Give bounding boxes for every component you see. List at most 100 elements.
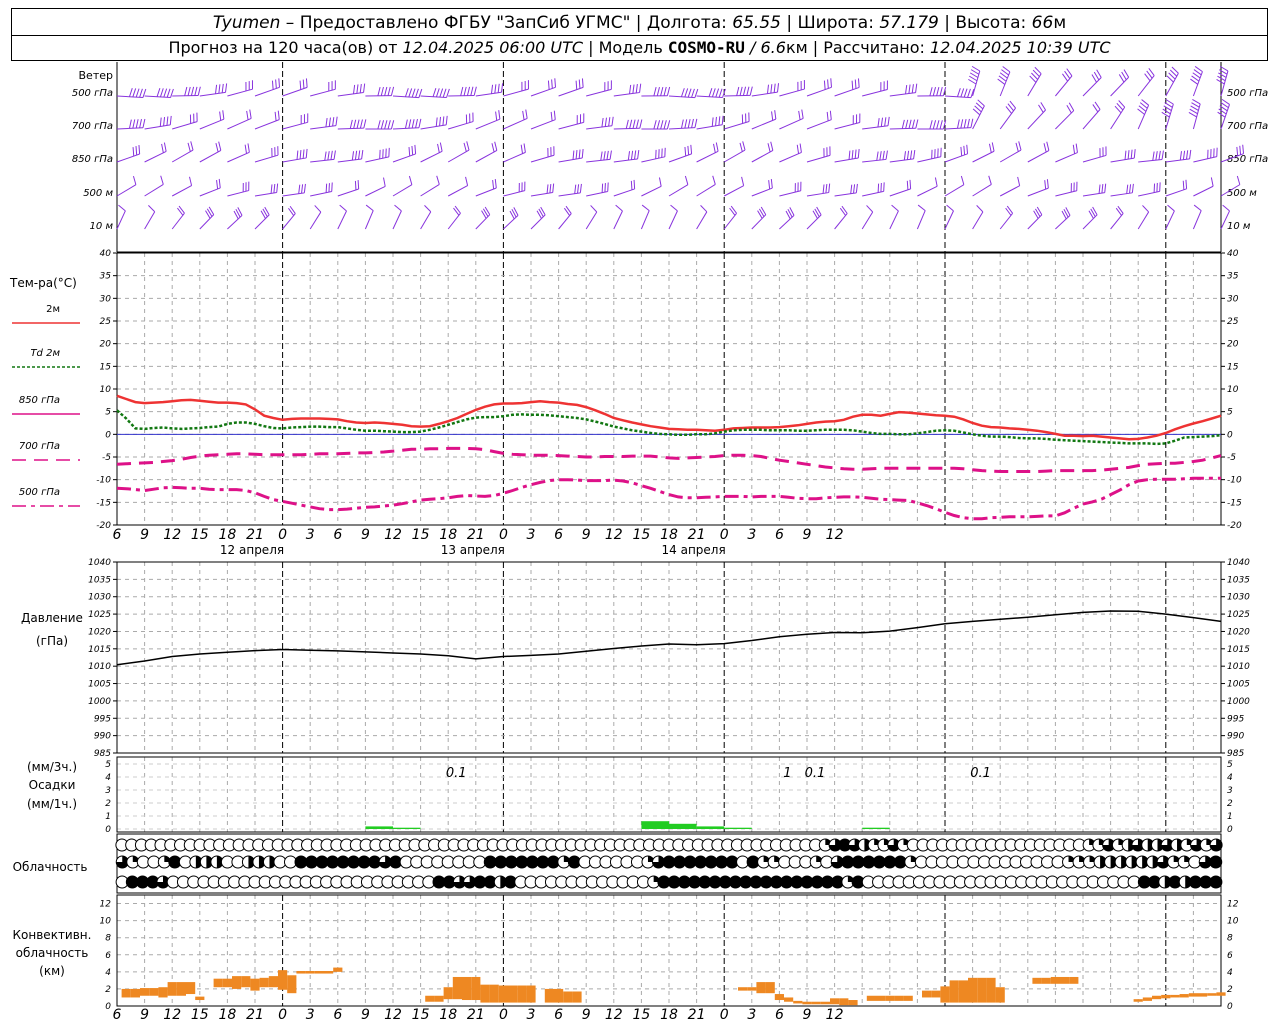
wind-barb-icon [1082, 183, 1107, 197]
wind-barb-feather [1166, 75, 1174, 83]
wind-barb-feather [1189, 149, 1192, 159]
conv-cloud-bar [903, 995, 913, 1001]
wind-barb-staff [1137, 75, 1155, 97]
cloud-cover-icon [662, 855, 676, 869]
wind-barb-feather [988, 175, 992, 185]
bottom-x-hour-label: 9 [803, 1007, 812, 1023]
wind-barb-icon [917, 147, 942, 163]
wind-barb-staff [172, 121, 198, 130]
wind-barb-staff [917, 185, 938, 197]
wind-barb-feather [411, 88, 416, 98]
conv-ytick-label: 10 [1227, 917, 1239, 927]
conv-cloud-bar [820, 1001, 830, 1005]
wind-barb-feather [163, 142, 167, 152]
wind-barb-feather [666, 86, 671, 96]
pres-ytick-label: 1025 [1227, 610, 1250, 620]
wind-barb-staff [337, 127, 364, 130]
wind-barb-feather [1142, 205, 1150, 213]
precip-bar [724, 827, 752, 829]
wind-barb-feather [222, 110, 225, 120]
wind-barb-feather [715, 88, 720, 98]
cloud-cover-icon [326, 855, 340, 869]
bottom-x-hour-label: 12 [384, 1007, 402, 1023]
wind-barb-feather [299, 80, 302, 90]
wind-barb-feather [404, 88, 409, 97]
wind-barb-icon [806, 183, 831, 197]
cloud-cover-fill [347, 856, 360, 868]
wind-barb-feather [522, 110, 525, 120]
wind-barb-icon [1082, 69, 1102, 97]
cloud-cover-fill [269, 856, 276, 868]
wind-barb-icon [862, 116, 890, 130]
wind-barb-feather [1222, 204, 1230, 212]
wind-barb-staff [1193, 185, 1214, 197]
temp-ytick-label: 25 [1227, 317, 1239, 327]
wind-barb-feather [439, 116, 441, 126]
wind-barb-feather [1017, 176, 1021, 186]
conv-cloud-bar [489, 984, 499, 1003]
wind-barb-icon [199, 206, 215, 230]
wind-barb-staff [558, 157, 583, 163]
cloud-cover-fill [760, 876, 773, 888]
conv-cloud-bar [195, 996, 205, 1001]
cloud-cover-icon [800, 875, 814, 889]
cloud-cover-icon [241, 855, 255, 869]
wind-barb-feather [1121, 71, 1127, 80]
cloud-cover-icon [504, 855, 518, 869]
wind-barb-staff [613, 188, 635, 197]
wind-barb-staff [668, 210, 678, 230]
wind-barb-icon [944, 144, 969, 163]
wind-barb-feather [690, 144, 693, 154]
wind-barb-icon [116, 145, 141, 163]
conv-cloud-bar [1050, 976, 1060, 984]
wind-barb-staff [558, 86, 584, 97]
wind-barb-icon [337, 204, 347, 230]
cloud-cover-icon [357, 855, 371, 869]
cloud-cover-fill [1169, 876, 1181, 888]
wind-barb-staff [586, 88, 612, 97]
wind-barb-feather [1114, 105, 1122, 114]
bottom-x-hour-label: 6 [775, 1007, 784, 1023]
wind-barb-staff [558, 192, 581, 197]
wind-barb-staff [475, 91, 502, 97]
conv-panel-title: облачность [16, 946, 89, 960]
wind-barb-icon [503, 109, 528, 130]
wind-barb-feather [445, 115, 448, 125]
wind-barb-feather [936, 120, 940, 130]
wind-barb-feather [635, 84, 638, 94]
pres-ytick-label: 995 [94, 714, 111, 724]
conv-cloud-bar [241, 976, 251, 988]
cloud-cover-icon [651, 855, 665, 869]
cloud-cover-icon [667, 875, 681, 889]
wind-barb-icon [668, 88, 699, 99]
wind-barb-staff [530, 119, 556, 130]
wind-barb-feather [854, 79, 857, 89]
cloud-cover-fill [715, 856, 728, 868]
precip-amount-label: 0.1 [446, 766, 467, 781]
wind-barb-staff [1193, 156, 1217, 163]
wind-barb-feather [801, 109, 804, 119]
wind-barb-feather [1158, 150, 1161, 160]
conv-ytick-label: 2 [105, 985, 111, 995]
cloud-cover-fill [473, 876, 486, 888]
wind-barb-staff [1055, 190, 1077, 197]
bottom-x-hour-label: 0 [720, 1007, 729, 1023]
cloud-cover-fill [747, 856, 760, 868]
wind-barb-feather [866, 205, 874, 213]
cloud-cover-icon [156, 875, 170, 889]
wind-barb-feather [729, 207, 736, 216]
wind-barb-staff [171, 149, 194, 163]
wind-barb-icon [420, 142, 443, 163]
conv-ytick-label: 6 [105, 951, 111, 961]
pres-ytick-label: 1020 [88, 627, 111, 637]
wind-barb-feather [814, 208, 820, 217]
conv-cloud-bar [287, 975, 297, 994]
conv-cloud-bar [986, 977, 996, 1003]
wind-barb-staff [530, 214, 546, 230]
wind-barb-feather [142, 118, 146, 128]
wind-barb-icon [1217, 98, 1230, 130]
bottom-x-hour-label: 9 [582, 1007, 591, 1023]
wind-barb-feather [463, 86, 467, 96]
wind-barb-feather [829, 110, 832, 120]
wind-barb-feather [156, 88, 161, 97]
